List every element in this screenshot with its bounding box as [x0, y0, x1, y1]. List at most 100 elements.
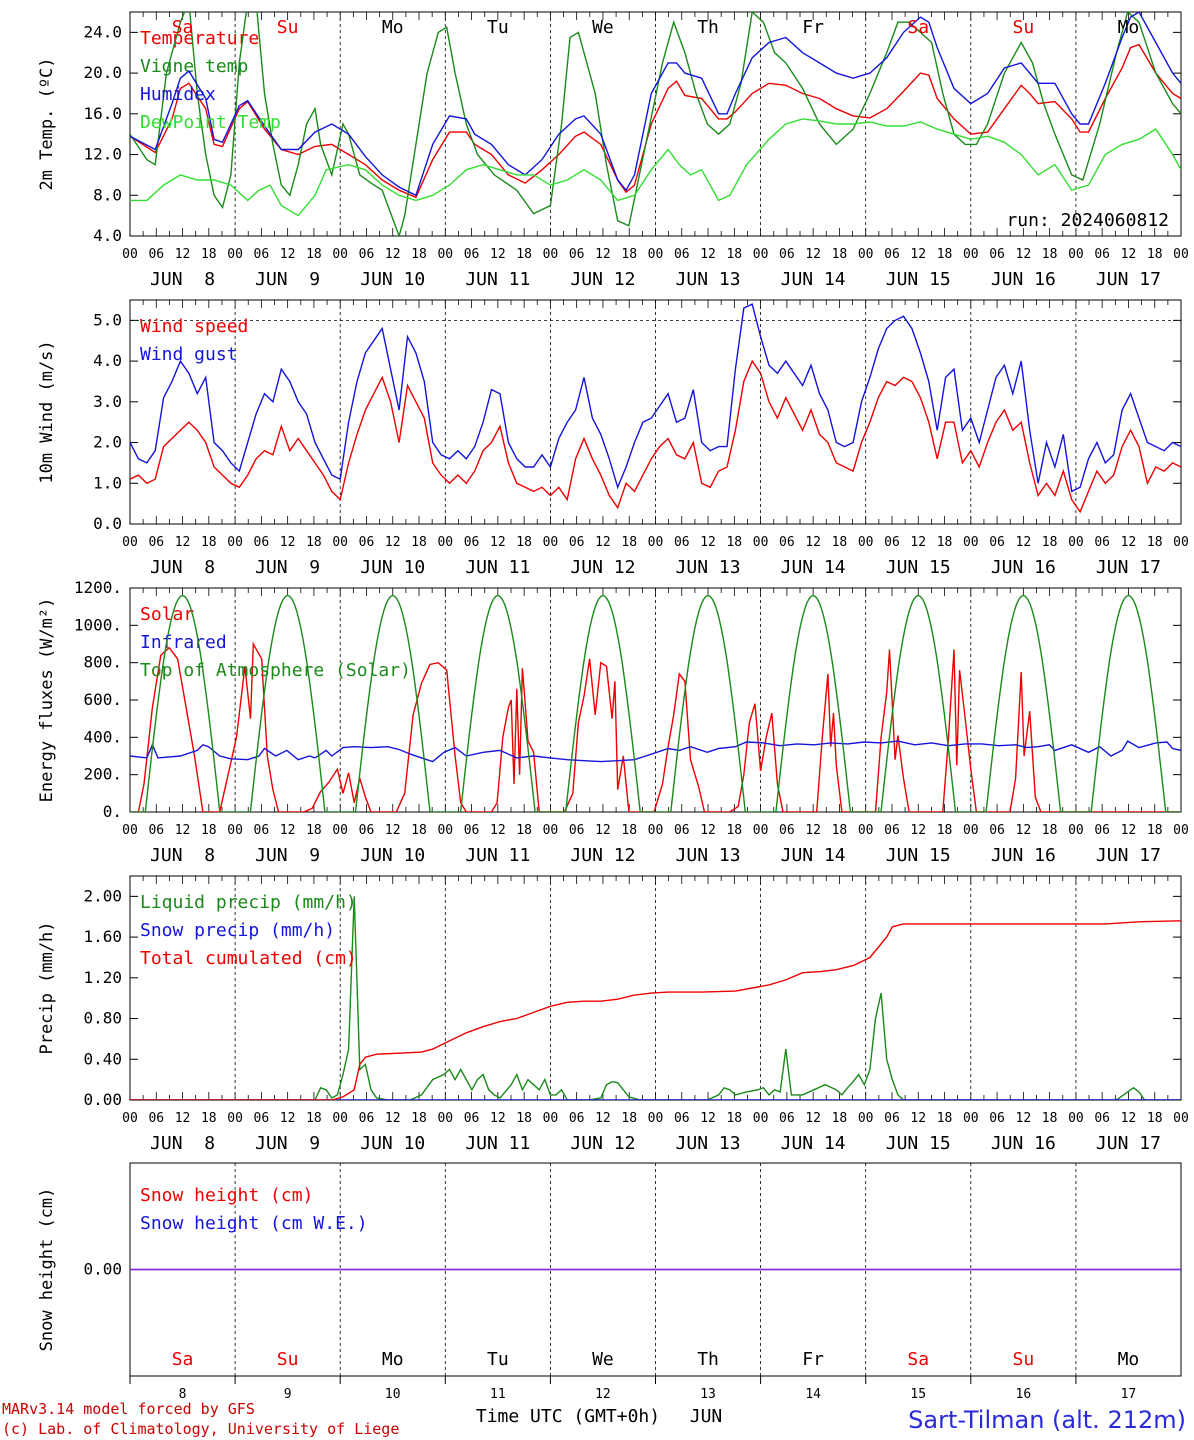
hour-label: 00	[1068, 535, 1084, 550]
hour-label: 12	[280, 247, 296, 262]
legend-entry: DewPoint Temp	[140, 112, 281, 133]
hour-label: 06	[359, 247, 375, 262]
legend-entry: Infrared	[140, 632, 227, 653]
legend-entry: Total cumulated (cm)	[140, 948, 357, 969]
date-label: JUN 11	[465, 269, 530, 290]
hour-label: 12	[1121, 247, 1137, 262]
date-label: JUN 8	[150, 845, 215, 866]
hour-label: 18	[621, 535, 637, 550]
hour-label: 00	[543, 535, 559, 550]
hour-label: 00	[753, 823, 769, 838]
series-line-top-of-atmosphere-solar-	[130, 594, 1181, 812]
day-number: 17	[1121, 1387, 1137, 1402]
legend-entry: Liquid precip (mm/h)	[140, 892, 357, 913]
y-tick-label: 3.0	[93, 392, 122, 411]
series-line-humidex	[130, 12, 1181, 197]
hour-label: 00	[437, 823, 453, 838]
weekday-label: Su	[277, 1349, 299, 1370]
panel-4: 0.00 0.40 0.80 1.20 1.60 2.00 Precip (mm/h) Liq…	[37, 875, 1189, 1154]
hour-label: 12	[910, 1111, 926, 1126]
hour-label: 18	[411, 535, 427, 550]
hour-label: 06	[989, 247, 1005, 262]
y-tick-label: 400.	[83, 727, 122, 746]
hour-label: 06	[464, 823, 480, 838]
hour-label: 00	[437, 247, 453, 262]
series-line-wind-gust	[130, 303, 1181, 493]
y-tick-label: 4.0	[93, 226, 122, 245]
day-number: 13	[700, 1387, 716, 1402]
hour-label: 18	[1147, 1111, 1163, 1126]
plot-frame	[129, 587, 1182, 813]
y-tick-label: 8.0	[93, 185, 122, 204]
hour-label: 06	[569, 247, 585, 262]
hour-label: 00	[1068, 1111, 1084, 1126]
hour-label: 18	[306, 1111, 322, 1126]
x-axis-title: Time UTC (GMT+0h)	[476, 1406, 660, 1427]
hour-label: 06	[254, 823, 270, 838]
hour-label: 06	[148, 535, 164, 550]
hour-label: 12	[490, 823, 506, 838]
hour-label: 12	[385, 247, 401, 262]
hour-label: 00	[1068, 823, 1084, 838]
hour-label: 12	[700, 535, 716, 550]
series-line-wind-speed	[130, 359, 1181, 514]
date-label: JUN 16	[991, 1133, 1056, 1154]
hour-label: 06	[254, 535, 270, 550]
hour-label: 06	[464, 247, 480, 262]
hour-label: 00	[332, 1111, 348, 1126]
hour-label: 18	[411, 823, 427, 838]
day-number: 15	[910, 1387, 926, 1402]
hour-label: 12	[595, 1111, 611, 1126]
date-label: JUN 15	[886, 269, 951, 290]
hour-label: 12	[385, 823, 401, 838]
day-number: 10	[385, 1387, 401, 1402]
y-tick-label: 2.00	[83, 886, 122, 905]
y-tick-label: 0.	[103, 802, 122, 821]
hour-label: 12	[805, 823, 821, 838]
hour-label: 06	[1094, 1111, 1110, 1126]
day-number: 12	[595, 1387, 611, 1402]
y-tick-label: 1.60	[83, 927, 122, 946]
hour-label: 12	[280, 1111, 296, 1126]
hour-label: 12	[805, 1111, 821, 1126]
hour-label: 06	[569, 1111, 585, 1126]
hour-label: 18	[516, 823, 532, 838]
hour-label: 18	[937, 247, 953, 262]
weekday-label: Th	[697, 17, 719, 38]
y-tick-label: 1.20	[83, 968, 122, 987]
hour-label: 12	[490, 535, 506, 550]
hour-label: 06	[359, 823, 375, 838]
weekday-label: We	[592, 1349, 614, 1370]
date-label: JUN 11	[465, 845, 530, 866]
y-tick-label: 20.0	[83, 63, 122, 82]
weekday-label: Su	[277, 17, 299, 38]
hour-label: 06	[884, 535, 900, 550]
date-label: JUN 16	[991, 269, 1056, 290]
hour-label: 18	[1147, 247, 1163, 262]
hour-label: 00	[1173, 535, 1189, 550]
hour-label: 12	[700, 823, 716, 838]
hour-label: 00	[858, 247, 874, 262]
hour-label: 18	[621, 247, 637, 262]
hour-label: 00	[332, 823, 348, 838]
date-label: JUN 12	[570, 557, 635, 578]
day-number: 8	[179, 1387, 187, 1402]
hour-label: 06	[148, 1111, 164, 1126]
hour-label: 12	[595, 823, 611, 838]
weekday-label: Tu	[487, 1349, 509, 1370]
hour-label: 06	[779, 1111, 795, 1126]
date-label: JUN 14	[781, 845, 846, 866]
date-label: JUN 17	[1096, 557, 1161, 578]
hour-label: 18	[201, 247, 217, 262]
legend-entry: Vigne temp	[140, 56, 248, 77]
hour-label: 00	[543, 823, 559, 838]
weekday-label: Tu	[487, 17, 509, 38]
hour-label: 18	[832, 535, 848, 550]
hour-label: 12	[1016, 1111, 1032, 1126]
hour-label: 00	[437, 535, 453, 550]
hour-label: 06	[1094, 247, 1110, 262]
hour-label: 06	[254, 247, 270, 262]
date-label: JUN 14	[781, 1133, 846, 1154]
hour-label: 18	[1042, 247, 1058, 262]
hour-label: 00	[963, 1111, 979, 1126]
